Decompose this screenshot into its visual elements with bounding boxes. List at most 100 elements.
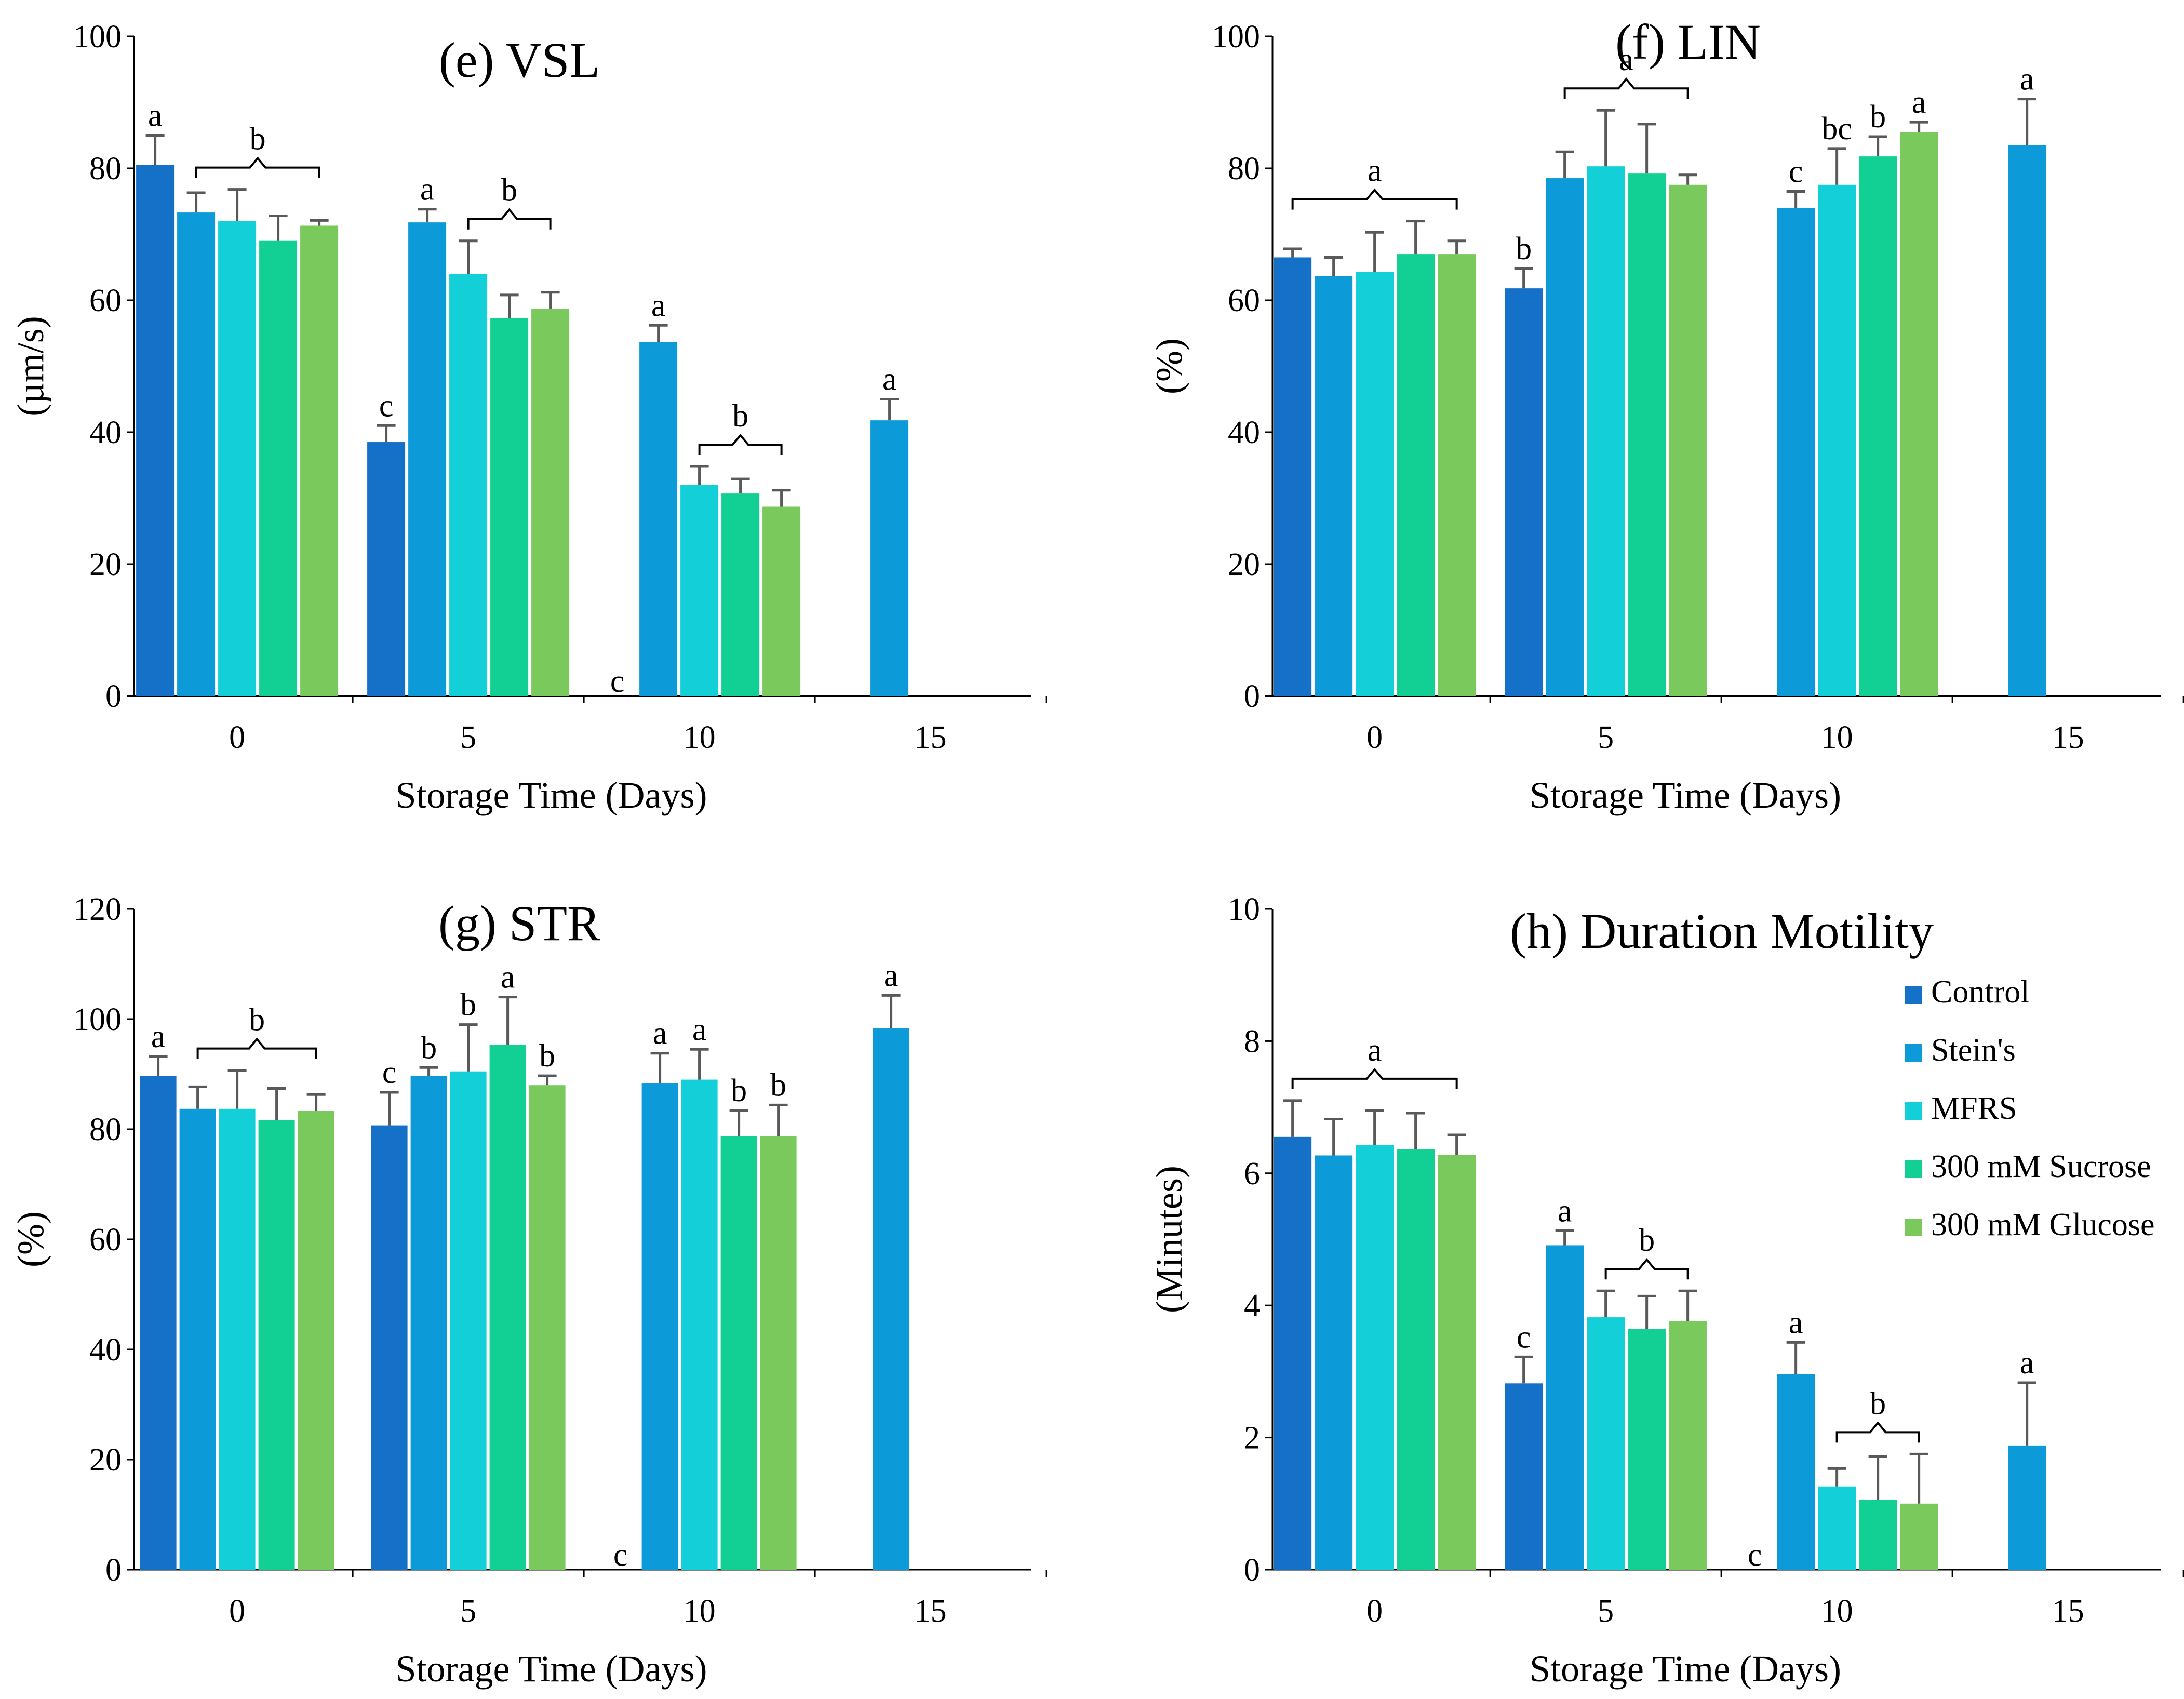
- bar-stein-s: [1546, 1245, 1584, 1570]
- bar-control: [1274, 257, 1312, 696]
- bar-control: [140, 1076, 177, 1570]
- y-tick-label: 40: [89, 415, 122, 450]
- bar-stein-s: [1546, 178, 1584, 696]
- panel-duration-motility: 0 2 4 6 8 10 0 5 10 15 Storage Time (Days) (Minutes…: [1148, 892, 2184, 1690]
- x-tick-label: 15: [2052, 720, 2084, 755]
- panel-lin-content: 0 20 40 60 80 100 0 5 10 15 Storage Time (Days) (%)…: [1148, 14, 2184, 816]
- significance-letter: a: [653, 1016, 667, 1051]
- y-tick-label: 40: [1228, 415, 1260, 450]
- x-tick-label: 5: [1598, 720, 1614, 755]
- y-tick-label: 60: [89, 283, 122, 318]
- y-tick-label: 100: [73, 19, 122, 55]
- significance-letter: b: [539, 1038, 555, 1074]
- panel-vsl: 0 20 40 60 80 100 0 5 10 15 Storage Time (Days) (µm…: [10, 19, 1047, 816]
- bar-mfrs: [450, 1071, 487, 1570]
- x-axis-title: Storage Time (Days): [396, 774, 707, 816]
- y-tick-label: 4: [1244, 1288, 1260, 1323]
- bar-stein-s: [873, 1028, 909, 1570]
- bar-mfrs: [1356, 1145, 1394, 1570]
- significance-bracket: [467, 208, 552, 230]
- bar-300-mm-glucose: [1669, 1321, 1707, 1570]
- bar-300-mm-glucose: [529, 1085, 566, 1570]
- bar-mfrs: [1587, 166, 1625, 696]
- x-tick-label: 10: [684, 1594, 716, 1629]
- bar-control: [371, 1125, 408, 1570]
- bar-control: [367, 442, 406, 696]
- bar-300-mm-glucose: [1438, 1155, 1476, 1570]
- bar-300-mm-glucose: [1438, 254, 1476, 697]
- significance-letter: a: [2020, 1345, 2034, 1381]
- significance-letter: c: [1748, 1537, 1762, 1573]
- bar-300-mm-sucrose: [259, 240, 298, 696]
- significance-letter: a: [2020, 62, 2034, 97]
- significance-letter: b: [421, 1030, 437, 1065]
- significance-letter: b: [250, 122, 266, 157]
- significance-letter: b: [1870, 99, 1886, 135]
- bar-control: [136, 165, 175, 696]
- y-tick-label: 0: [105, 679, 122, 714]
- panel-str-content: 0 20 40 60 80 100 120 0 5 10 15 Storage Time (Days)…: [10, 892, 1047, 1690]
- significance-letter: b: [501, 173, 517, 208]
- bar-300-mm-glucose: [760, 1136, 797, 1570]
- bar-mfrs: [1356, 272, 1394, 696]
- significance-bracket: [1563, 77, 1689, 99]
- legend-swatch: [1905, 986, 1922, 1004]
- bar-stein-s: [2008, 1445, 2046, 1570]
- significance-letter: b: [1639, 1223, 1655, 1258]
- x-tick-label: 0: [229, 720, 245, 755]
- significance-letter: a: [148, 98, 163, 133]
- y-axis-title: (%): [1148, 338, 1190, 394]
- panel-title: (g) STR: [438, 895, 600, 951]
- significance-letter: a: [420, 172, 435, 207]
- legend-swatch: [1905, 1160, 1922, 1178]
- bar-control: [1274, 1136, 1312, 1570]
- y-axis-title: (Minutes): [1148, 1166, 1190, 1313]
- x-tick-label: 10: [684, 720, 716, 755]
- bar-control: [1505, 1383, 1543, 1570]
- x-tick-label: 15: [2052, 1594, 2084, 1629]
- bar-stein-s: [1315, 1155, 1353, 1570]
- significance-letter: a: [151, 1019, 166, 1054]
- bar-mfrs: [449, 274, 488, 696]
- y-tick-label: 120: [73, 892, 122, 927]
- x-axis-title: Storage Time (Days): [1530, 774, 1841, 816]
- x-tick-label: 15: [915, 1594, 947, 1629]
- x-tick-label: 10: [1821, 720, 1853, 755]
- significance-bracket: [1835, 1421, 1920, 1443]
- significance-letter: b: [731, 1073, 747, 1108]
- y-tick-label: 0: [1244, 679, 1260, 714]
- bar-mfrs: [1818, 184, 1856, 696]
- bar-mfrs: [680, 485, 719, 696]
- x-tick-label: 5: [460, 1594, 476, 1629]
- x-tick-label: 0: [229, 1594, 245, 1629]
- y-axis-title: (%): [10, 1211, 51, 1267]
- x-tick-label: 5: [460, 720, 476, 755]
- panel-vsl-content: 0 20 40 60 80 100 0 5 10 15 Storage Time (Days) (µm…: [10, 19, 1047, 816]
- bar-mfrs: [219, 1108, 256, 1570]
- bar-300-mm-sucrose: [1859, 156, 1897, 696]
- significance-bracket: [196, 1037, 317, 1059]
- significance-letter: b: [249, 1002, 265, 1038]
- significance-letter: a: [882, 362, 897, 397]
- significance-letter: c: [1517, 1319, 1531, 1355]
- significance-letter: a: [501, 960, 515, 995]
- bar-stein-s: [1777, 208, 1815, 696]
- bar-300-mm-glucose: [1900, 132, 1938, 696]
- legend-label: Stein's: [1931, 1033, 2016, 1068]
- y-tick-label: 2: [1244, 1421, 1260, 1456]
- y-tick-label: 10: [1228, 892, 1260, 927]
- bar-300-mm-glucose: [762, 506, 801, 696]
- bar-stein-s: [2008, 145, 2046, 696]
- x-tick-label: 0: [1366, 720, 1383, 755]
- bar-300-mm-sucrose: [1397, 254, 1435, 697]
- x-axis-title: Storage Time (Days): [1530, 1648, 1841, 1690]
- significance-letter: bc: [1821, 111, 1852, 146]
- y-axis-title: (µm/s): [10, 316, 51, 416]
- significance-letter: a: [1912, 85, 1926, 120]
- legend: Control Stein's MFRS 300 mM Sucrose 300 mM G…: [1905, 974, 2155, 1242]
- panel-duration-content: 0 2 4 6 8 10 0 5 10 15 Storage Time (Days) (Minutes…: [1148, 892, 2184, 1690]
- legend-swatch: [1905, 1102, 1922, 1120]
- x-tick-label: 0: [1366, 1594, 1383, 1629]
- significance-letter: c: [382, 1055, 397, 1090]
- significance-letter: b: [1870, 1386, 1886, 1421]
